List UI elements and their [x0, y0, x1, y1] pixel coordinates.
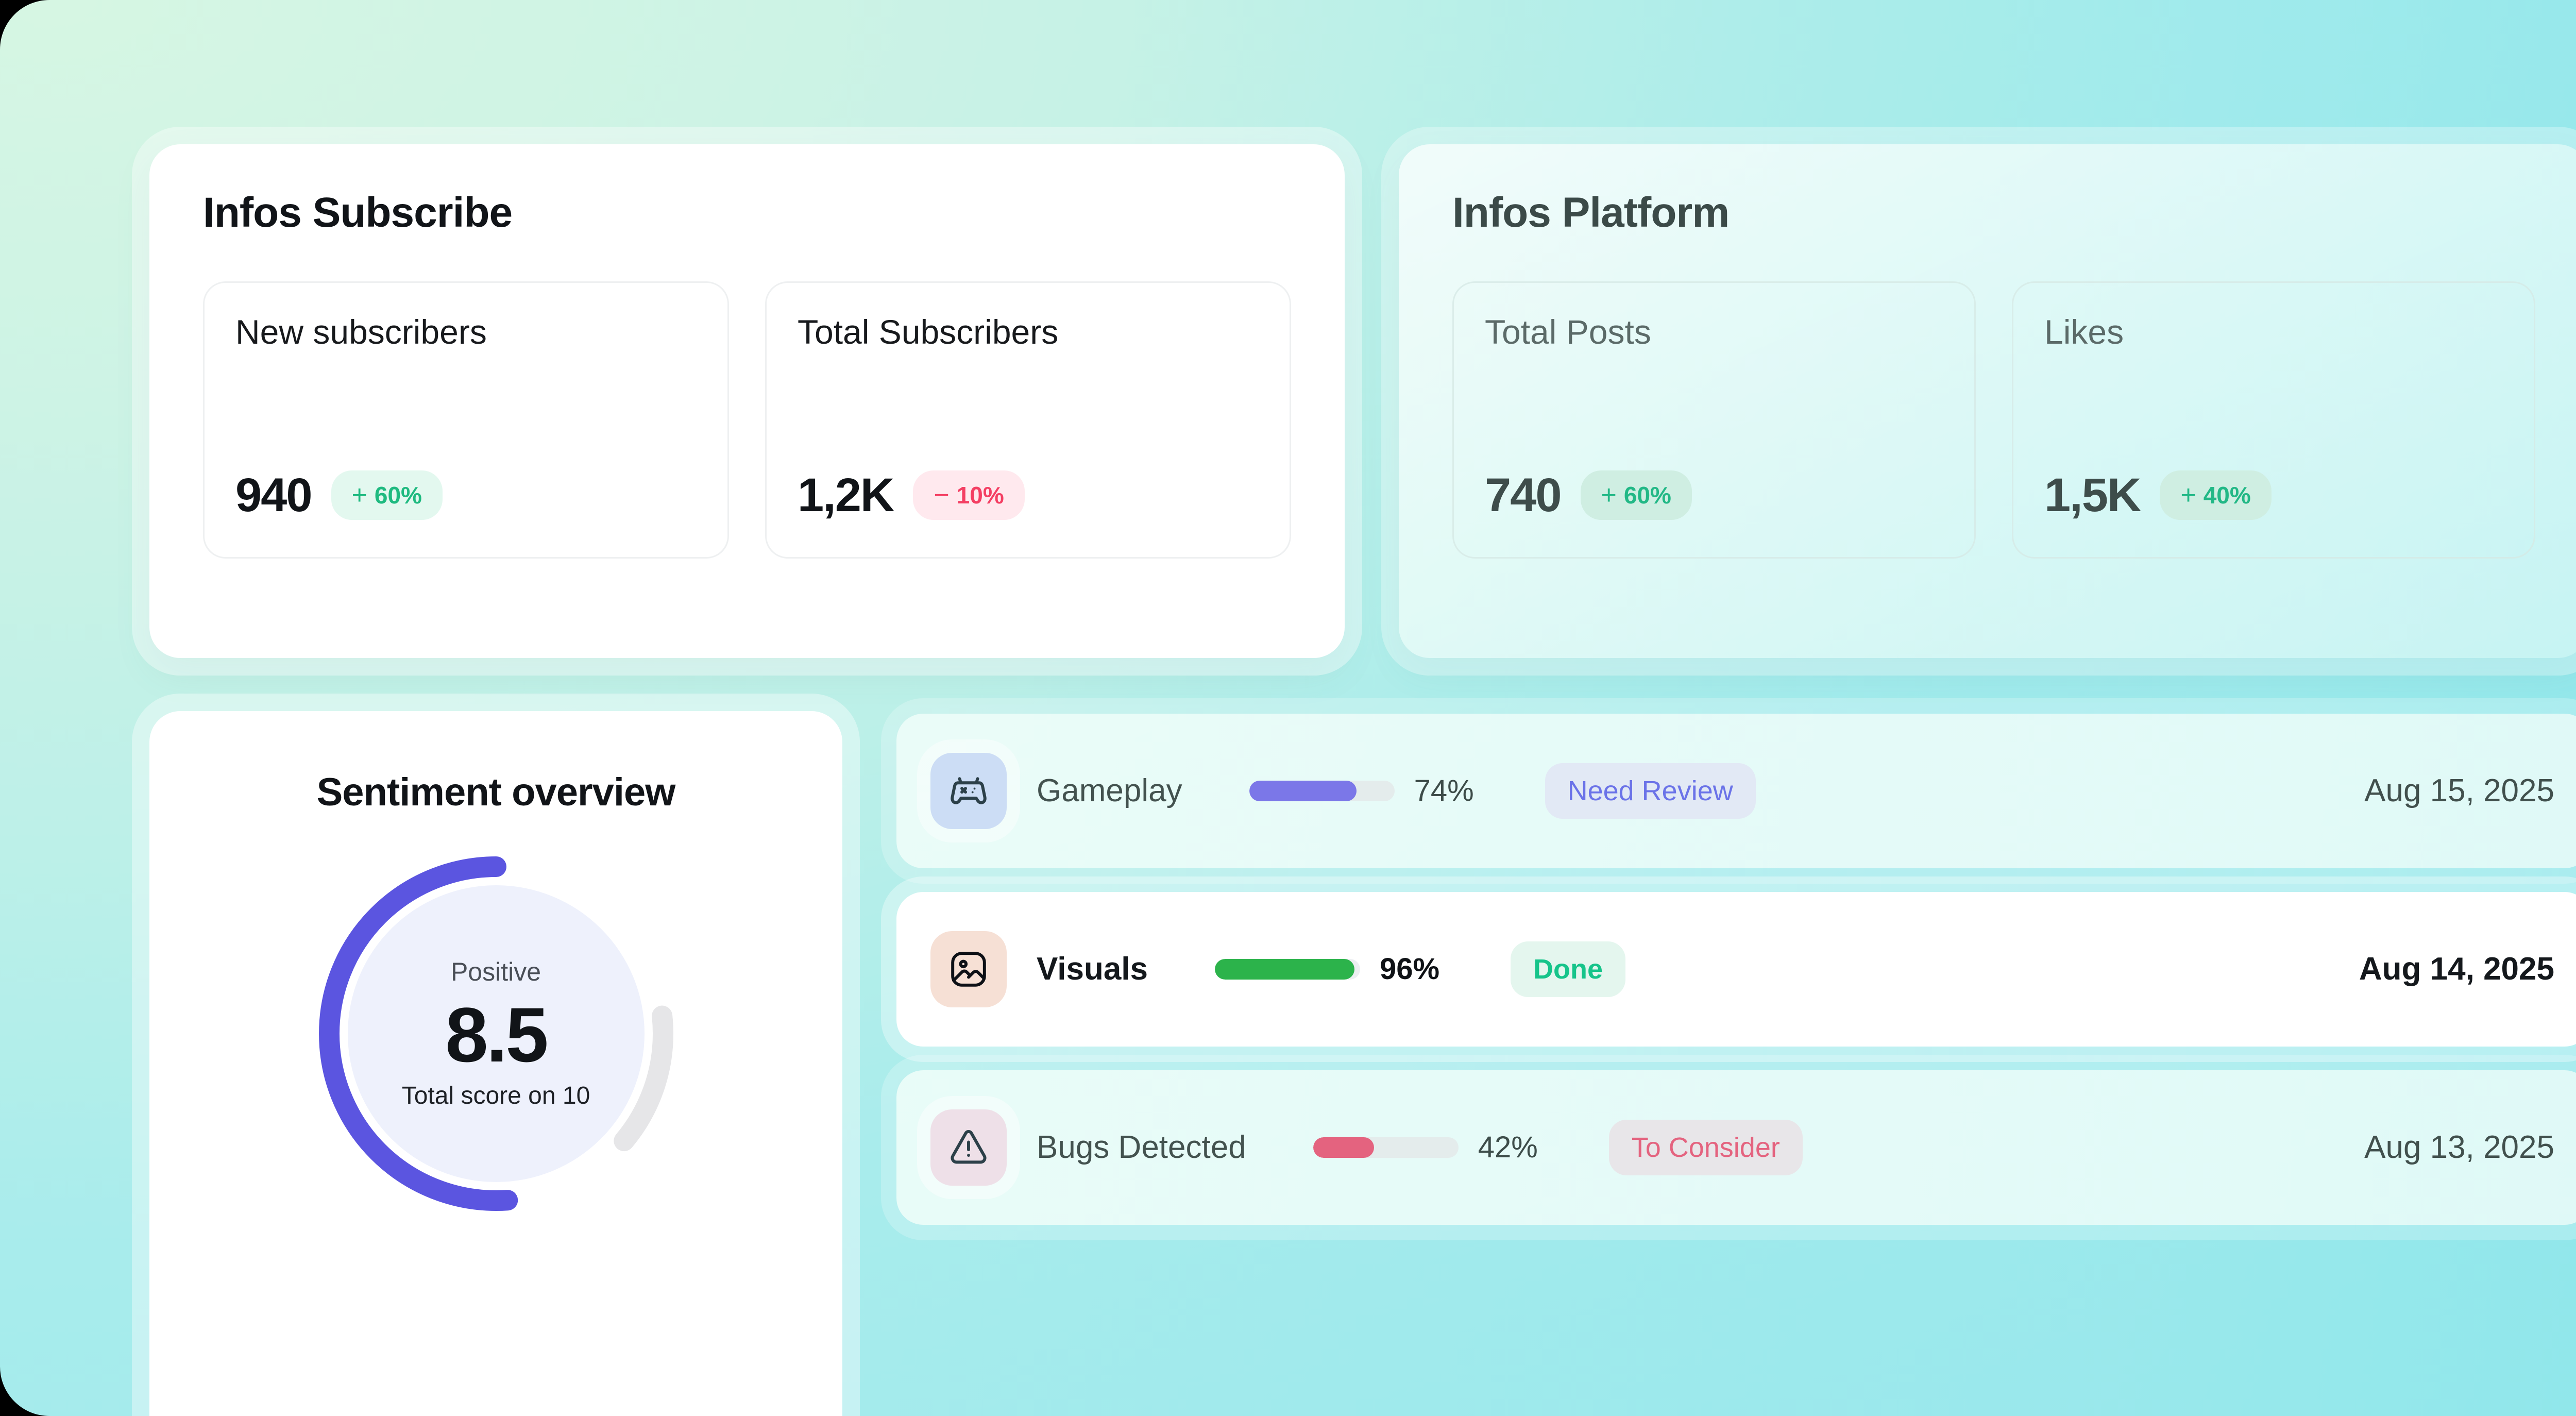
task-progress: 42% — [1313, 1133, 1566, 1162]
progress-percent-label: 96% — [1380, 952, 1440, 986]
metric-value-row: 740 + 60% — [1485, 470, 1943, 520]
task-date: Aug 13, 2025 — [2364, 1130, 2554, 1165]
gamepad-icon — [930, 753, 1007, 829]
delta-sign: − — [934, 480, 950, 510]
task-date: Aug 14, 2025 — [2359, 951, 2554, 987]
progress-percent-label: 42% — [1478, 1131, 1538, 1164]
task-row[interactable]: Visuals 96% Done Aug 14, 2025 — [896, 892, 2576, 1047]
delta-value: 10% — [956, 482, 1004, 509]
progress-track — [1313, 1137, 1459, 1158]
metric-value: 1,2K — [798, 469, 894, 521]
delta-value: 40% — [2203, 482, 2251, 509]
delta-value: 60% — [374, 482, 422, 509]
progress-fill — [1215, 959, 1354, 980]
metric-value: 1,5K — [2044, 469, 2141, 521]
gauge-sentiment-label: Positive — [450, 957, 541, 986]
task-name: Gameplay — [1037, 773, 1182, 808]
metric-delta-badge: − 10% — [913, 470, 1025, 520]
gauge-score-value: 8.5 — [445, 991, 549, 1078]
status-badge[interactable]: Done — [1511, 941, 1626, 997]
delta-sign: + — [351, 480, 367, 510]
gauge-progress-arc — [318, 856, 673, 1211]
sentiment-overview-card: Sentiment overview Positive 8.5 Total sc… — [149, 711, 842, 1416]
gauge-arc-svg — [318, 856, 673, 1211]
task-name: Visuals — [1037, 951, 1148, 987]
metric-tile-total-posts[interactable]: Total Posts 740 + 60% — [1452, 281, 1976, 559]
metric-label: Total Subscribers — [798, 313, 1059, 351]
metric-delta-badge: + 60% — [1580, 470, 1692, 520]
task-progress: 96% — [1215, 954, 1467, 984]
delta-sign: + — [1601, 480, 1617, 510]
progress-track — [1215, 959, 1361, 980]
gauge-score-caption: Total score on 10 — [401, 1082, 590, 1109]
metric-value: 740 — [1485, 469, 1562, 521]
status-badge[interactable]: To Consider — [1608, 1120, 1803, 1175]
metric-label: Likes — [2044, 313, 2124, 351]
sentiment-gauge: Positive 8.5 Total score on 10 — [311, 848, 682, 1219]
progress-fill — [1313, 1137, 1375, 1158]
metric-value-row: 1,5K + 40% — [2044, 470, 2503, 520]
gauge-center-disc: Positive 8.5 Total score on 10 — [347, 885, 645, 1182]
infos-platform-title: Infos Platform — [1452, 189, 1730, 236]
metric-delta-badge: + 40% — [2160, 470, 2272, 520]
task-name: Bugs Detected — [1037, 1130, 1246, 1165]
metric-label: Total Posts — [1485, 313, 1651, 351]
metric-tile-new-subscribers[interactable]: New subscribers 940 + 60% — [203, 281, 729, 559]
delta-sign: + — [2180, 480, 2196, 510]
sentiment-overview-title: Sentiment overview — [316, 770, 676, 814]
subscribe-metric-tiles: New subscribers 940 + 60% Total Subscrib… — [203, 281, 1291, 559]
metric-value-row: 940 + 60% — [235, 470, 697, 520]
metric-tile-likes[interactable]: Likes 1,5K + 40% — [2012, 281, 2535, 559]
infos-subscribe-title: Infos Subscribe — [203, 189, 513, 236]
infos-subscribe-card: Infos Subscribe New subscribers 940 + 60… — [149, 144, 1345, 658]
metric-label: New subscribers — [235, 313, 487, 351]
status-badge[interactable]: Need Review — [1545, 763, 1756, 819]
metric-tile-total-subscribers[interactable]: Total Subscribers 1,2K − 10% — [765, 281, 1291, 559]
task-progress-list: Gameplay 74% Need Review Aug 15, 2025 Visual… — [896, 714, 2576, 1249]
gauge-track-arc — [318, 856, 673, 1211]
metric-value-row: 1,2K − 10% — [798, 470, 1259, 520]
metric-delta-badge: + 60% — [331, 470, 443, 520]
metric-value: 940 — [235, 469, 312, 521]
progress-track — [1249, 781, 1395, 801]
task-progress: 74% — [1249, 776, 1502, 806]
task-row[interactable]: Bugs Detected 42% To Consider Aug 13, 2025 — [896, 1070, 2576, 1225]
platform-metric-tiles: Total Posts 740 + 60% Likes 1,5K + 40% — [1452, 281, 2535, 559]
warning-triangle-icon — [930, 1109, 1007, 1186]
infos-platform-card: Infos Platform Total Posts 740 + 60% Lik… — [1399, 144, 2576, 658]
task-row[interactable]: Gameplay 74% Need Review Aug 15, 2025 — [896, 714, 2576, 868]
image-icon — [930, 931, 1007, 1007]
delta-value: 60% — [1623, 482, 1671, 509]
task-date: Aug 15, 2025 — [2364, 773, 2554, 808]
progress-fill — [1249, 781, 1357, 801]
progress-percent-label: 74% — [1414, 774, 1474, 807]
